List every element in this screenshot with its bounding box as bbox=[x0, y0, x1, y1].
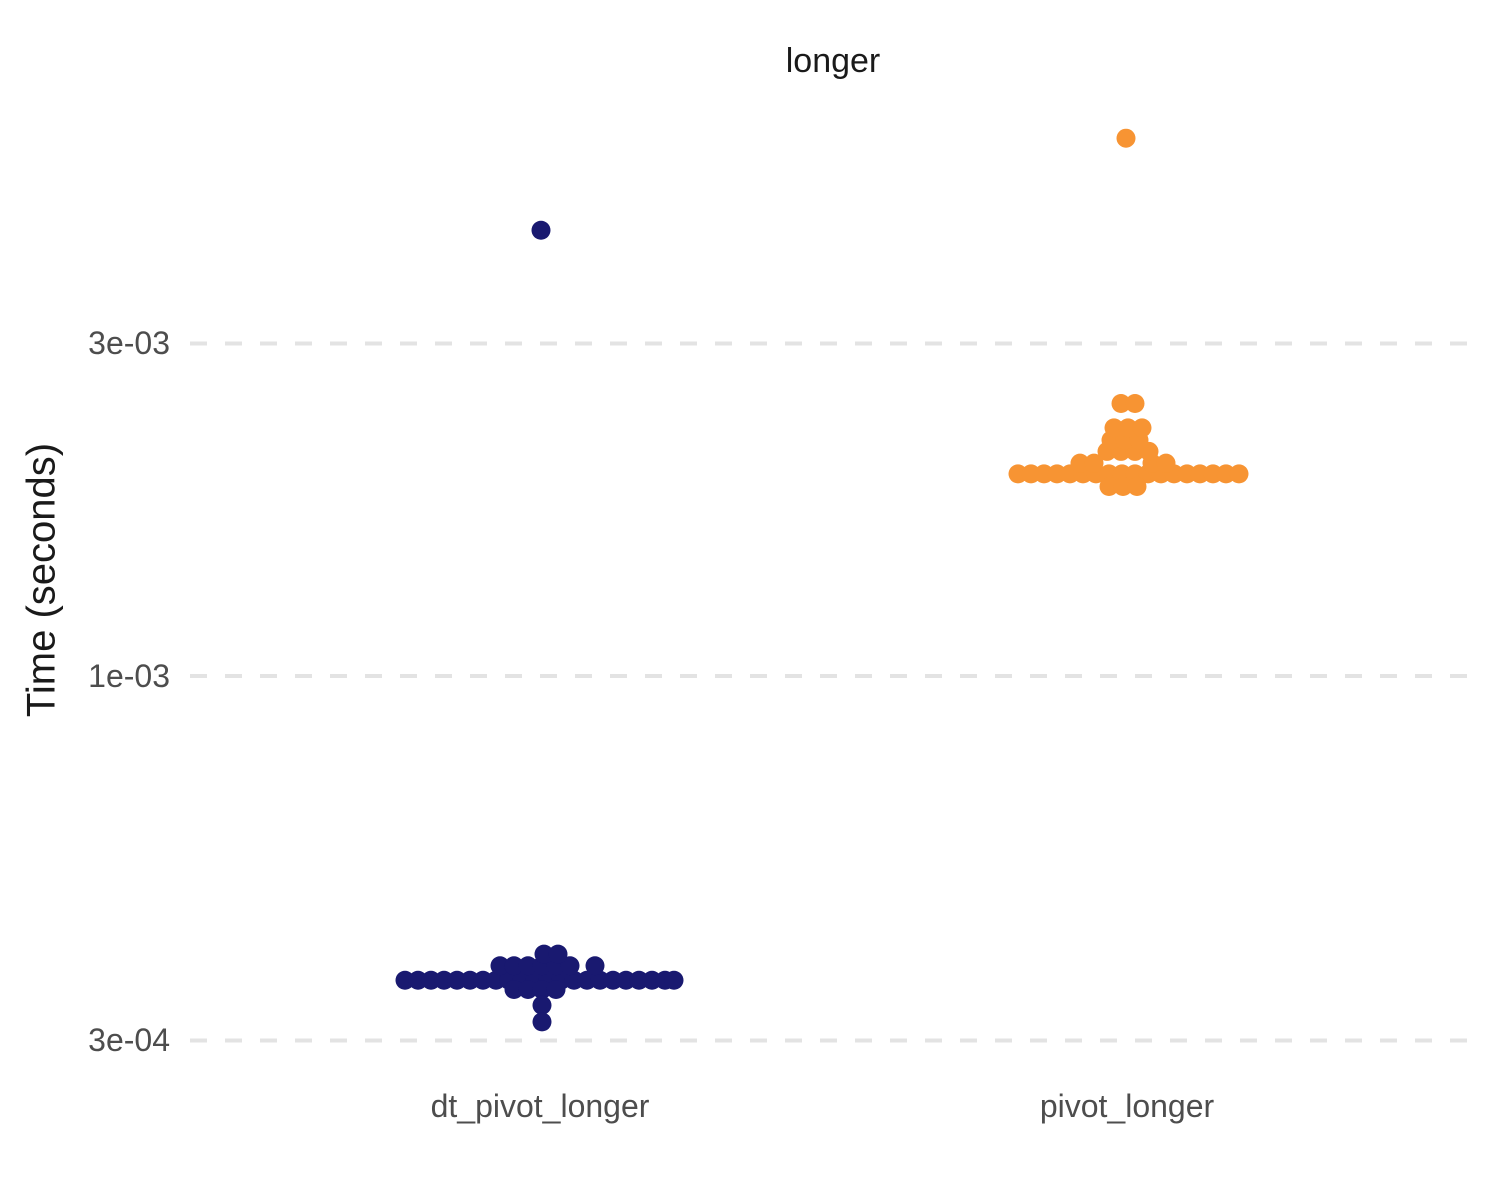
data-point-pivot_longer bbox=[1156, 453, 1176, 473]
data-point-dt_pivot_longer bbox=[434, 970, 454, 990]
data-point-pivot_longer bbox=[1127, 477, 1147, 497]
data-point-dt_pivot_longer bbox=[564, 970, 584, 990]
data-point-dt_pivot_longer bbox=[518, 979, 538, 999]
data-point-pivot_longer bbox=[1118, 418, 1138, 438]
data-point-dt_pivot_longer bbox=[560, 956, 580, 976]
data-point-pivot_longer bbox=[1125, 394, 1145, 414]
data-point-pivot_longer bbox=[1216, 464, 1236, 484]
data-point-dt_pivot_longer bbox=[585, 956, 605, 976]
y-tick-label: 3e-03 bbox=[88, 325, 170, 362]
data-point-dt_pivot_longer bbox=[518, 956, 538, 976]
data-point-dt_pivot_longer bbox=[664, 970, 684, 990]
data-point-dt_pivot_longer bbox=[490, 956, 510, 976]
data-point-dt_pivot_longer bbox=[532, 979, 552, 999]
data-point-dt_pivot_longer bbox=[577, 970, 597, 990]
data-point-pivot_longer bbox=[1229, 464, 1249, 484]
y-tick-label: 1e-03 bbox=[88, 658, 170, 694]
data-point-pivot_longer bbox=[1132, 418, 1152, 438]
y-tick-label: 3e-04 bbox=[88, 1022, 170, 1059]
data-point-dt_pivot_longer bbox=[629, 970, 649, 990]
data-point-dt_pivot_longer bbox=[531, 220, 551, 240]
data-point-dt_pivot_longer bbox=[534, 944, 554, 964]
data-point-pivot_longer bbox=[1021, 464, 1041, 484]
data-point-dt_pivot_longer bbox=[421, 970, 441, 990]
data-point-dt_pivot_longer bbox=[408, 970, 428, 990]
data-point-dt_pivot_longer bbox=[473, 970, 493, 990]
data-point-pivot_longer bbox=[1104, 418, 1124, 438]
data-point-dt_pivot_longer bbox=[504, 956, 524, 976]
data-point-dt_pivot_longer bbox=[590, 970, 610, 990]
data-point-dt_pivot_longer bbox=[603, 970, 623, 990]
data-point-pivot_longer bbox=[1203, 464, 1223, 484]
data-point-pivot_longer bbox=[1047, 464, 1067, 484]
data-point-pivot_longer bbox=[1084, 453, 1104, 473]
data-point-pivot_longer bbox=[1113, 477, 1133, 497]
data-point-pivot_longer bbox=[1070, 453, 1090, 473]
data-point-pivot_longer bbox=[1111, 394, 1131, 414]
data-point-dt_pivot_longer bbox=[460, 970, 480, 990]
data-point-pivot_longer bbox=[1008, 464, 1028, 484]
data-point-dt_pivot_longer bbox=[486, 970, 506, 990]
data-point-dt_pivot_longer bbox=[546, 979, 566, 999]
data-point-dt_pivot_longer bbox=[532, 1012, 552, 1032]
data-point-dt_pivot_longer bbox=[642, 970, 662, 990]
data-point-pivot_longer bbox=[1034, 464, 1054, 484]
data-point-dt_pivot_longer bbox=[616, 970, 636, 990]
data-point-pivot_longer bbox=[1177, 464, 1197, 484]
data-point-dt_pivot_longer bbox=[395, 970, 415, 990]
data-point-pivot_longer bbox=[1116, 128, 1136, 148]
data-point-pivot_longer bbox=[1190, 464, 1210, 484]
data-point-dt_pivot_longer bbox=[532, 995, 552, 1015]
data-point-dt_pivot_longer bbox=[548, 944, 568, 964]
x-tick-label-pivot-longer: pivot_longer bbox=[1039, 1088, 1215, 1124]
data-point-dt_pivot_longer bbox=[504, 979, 524, 999]
x-tick-label-dt-pivot-longer: dt_pivot_longer bbox=[430, 1088, 650, 1124]
data-point-dt_pivot_longer bbox=[447, 970, 467, 990]
page-title: longer bbox=[785, 42, 881, 80]
data-point-pivot_longer bbox=[1099, 477, 1119, 497]
